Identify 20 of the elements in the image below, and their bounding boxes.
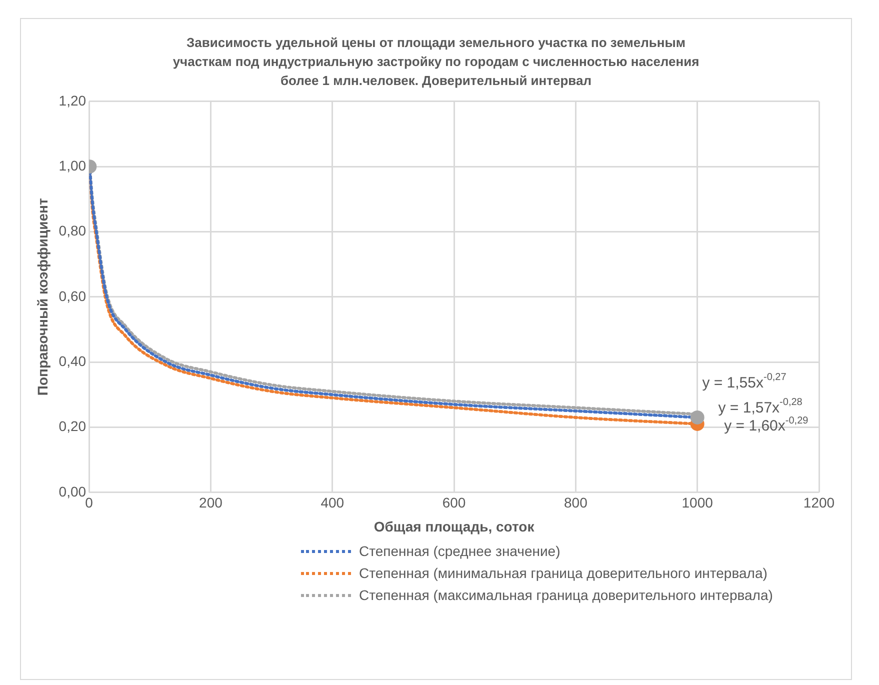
y-tick-label: 0,20 xyxy=(58,418,86,434)
chart-title: Зависимость удельной цены от площади земельного участка по земельным участкам под индустриальную застройку по городам с численностью населения более 1 млн.человек. Доверительный интервал xyxy=(172,34,700,90)
y-axis-title: Поправочный коэффициент xyxy=(34,198,50,396)
y-tick-label: 0,40 xyxy=(58,352,86,369)
x-tick-label: 600 xyxy=(442,494,466,511)
y-tick-label: 1,00 xyxy=(58,157,86,174)
y-tick-label: 0,00 xyxy=(58,483,86,500)
x-tick-label: 400 xyxy=(320,494,344,511)
y-tick-label: 1,20 xyxy=(58,92,86,108)
x-axis-title: Общая площадь, соток xyxy=(374,518,536,534)
x-tick-label: 1000 xyxy=(682,494,714,511)
x-tick-label: 200 xyxy=(199,494,223,511)
legend-label: Степенная (максимальная граница доверительного интервала) xyxy=(359,587,773,603)
legend-label: Степенная (минимальная граница доверительного интервала) xyxy=(359,565,768,581)
x-tick-label: 0 xyxy=(85,494,94,511)
x-tick-label: 1200 xyxy=(803,494,835,511)
x-tick-label: 800 xyxy=(564,494,588,511)
y-tick-label: 0,80 xyxy=(58,222,86,239)
legend-label: Степенная (среднее значение) xyxy=(359,543,560,559)
y-tick-label: 0,60 xyxy=(58,288,86,304)
